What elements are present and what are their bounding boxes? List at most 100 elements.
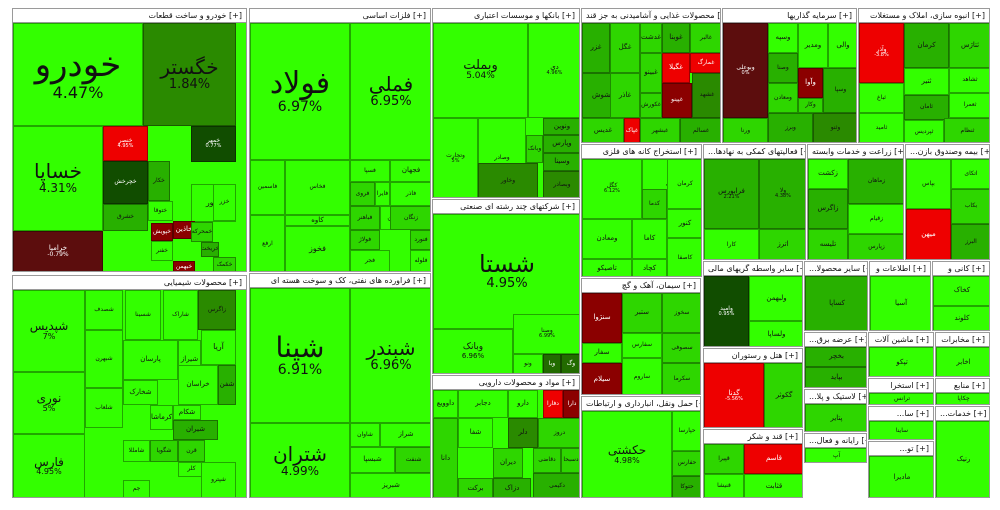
stock-tile[interactable]: اتکای (951, 159, 989, 189)
stock-tile[interactable]: کاصفا (667, 238, 701, 276)
stock-tile[interactable]: شگویا (150, 440, 178, 462)
stock-tile[interactable]: دیران (493, 448, 523, 478)
stock-tile[interactable]: دفارا (543, 390, 563, 418)
sector-header[interactable]: ...بیمه وصندوق بازن [+] (906, 145, 989, 159)
stock-tile[interactable]: شبریز (350, 473, 430, 497)
stock-tile[interactable]: خراسان (178, 365, 218, 405)
stock-tile[interactable]: وبوعلی 0% (723, 23, 768, 118)
stock-tile[interactable]: سکرما (662, 363, 700, 394)
stock-tile[interactable]: غاذر (610, 73, 640, 118)
stock-tile[interactable]: فجر (350, 250, 390, 271)
sector-header[interactable]: سرمایه گذاریها [+] (723, 9, 856, 23)
stock-tile[interactable]: فلوله (410, 250, 430, 271)
stock-tile[interactable]: غگیلا (662, 53, 690, 83)
stock-tile[interactable]: خکمک (213, 257, 236, 271)
stock-tile[interactable]: شخارک (123, 380, 158, 405)
stock-tile[interactable]: ورنا (723, 118, 768, 142)
stock-tile[interactable]: کاما (632, 219, 667, 259)
stock-tile[interactable]: زپارس (848, 234, 903, 259)
sector-header[interactable]: فلزات اساسی [+] (250, 9, 430, 23)
stock-tile[interactable]: ثپردیس (904, 120, 944, 142)
stock-tile[interactable]: بپاس (906, 159, 951, 209)
stock-tile[interactable]: قاسم (744, 444, 802, 474)
stock-tile[interactable]: فسپا (350, 160, 390, 182)
stock-tile[interactable]: فجهان (390, 160, 430, 182)
stock-tile[interactable]: شبهرن (85, 330, 123, 388)
stock-tile[interactable]: ولبهمن (749, 276, 802, 321)
stock-tile[interactable]: وسپا (823, 68, 856, 113)
stock-tile[interactable]: سیلام (582, 363, 622, 394)
stock-tile[interactable]: کارا (704, 229, 759, 259)
stock-tile[interactable]: پتایر (805, 404, 866, 431)
stock-tile[interactable]: نوری 5% (13, 372, 85, 434)
stock-tile[interactable]: غپینو (662, 83, 692, 118)
stock-tile[interactable]: خمحرکه (191, 222, 213, 242)
stock-tile[interactable]: ومعادن (582, 219, 632, 259)
stock-tile[interactable]: فروی (350, 182, 375, 206)
stock-tile[interactable]: وامید 0.95% (704, 276, 749, 346)
stock-tile[interactable]: شاوان (350, 423, 380, 447)
stock-tile[interactable]: شاراک (163, 290, 198, 340)
sector-header[interactable]: انبوه سازی، املاک و مستغلات [+] (859, 9, 989, 23)
stock-tile[interactable]: ثامان (904, 95, 949, 120)
stock-tile[interactable]: وبانک 6.96% (433, 329, 513, 373)
stock-tile[interactable]: حکشتی 4.98% (582, 411, 672, 497)
stock-tile[interactable]: قثابت (744, 474, 802, 497)
sector-header[interactable]: ...فعالیتهای کمکی به نهادها [+] (704, 145, 805, 159)
stock-tile[interactable]: ومعادن (768, 83, 798, 113)
stock-tile[interactable]: ساروم (622, 358, 662, 394)
sector-header[interactable]: قند و شکر [+] (704, 430, 802, 444)
stock-tile[interactable]: وبملت 5.04% (433, 23, 528, 118)
stock-tile[interactable]: تپکو (869, 347, 933, 376)
stock-tile[interactable]: فخوز (285, 226, 350, 271)
stock-tile[interactable]: غوبنا (662, 23, 690, 53)
stock-tile[interactable]: غسالم (680, 118, 720, 142)
stock-tile[interactable]: ثباغ (859, 83, 904, 113)
stock-tile[interactable]: فاسمین (250, 160, 285, 215)
sector-header[interactable]: مخابرات [+] (936, 333, 989, 347)
stock-tile[interactable]: غمارگ (690, 53, 720, 73)
stock-tile[interactable]: کگل 6.12% (582, 159, 642, 219)
stock-tile[interactable]: اترز (759, 229, 805, 259)
stock-tile[interactable]: خریخت (201, 242, 219, 257)
stock-tile[interactable]: فنورد (410, 230, 430, 250)
stock-tile[interactable]: کلوند (933, 306, 989, 330)
stock-tile[interactable]: ارفع (250, 215, 285, 271)
stock-tile[interactable]: وثنو (813, 113, 856, 142)
stock-tile[interactable]: زاگرس (198, 290, 236, 330)
sector-header[interactable]: محصولات غذایی و آشامیدنی به جز قند [+] (582, 9, 720, 23)
stock-tile[interactable]: غبینو (640, 53, 662, 93)
stock-tile[interactable]: گکوثر (764, 363, 802, 427)
stock-tile[interactable]: کرمان (904, 23, 949, 68)
stock-tile[interactable]: غالبر (690, 23, 720, 53)
stock-tile[interactable]: والی (828, 23, 856, 68)
stock-tile[interactable]: ثشاهد (949, 68, 989, 93)
stock-tile[interactable]: اخابر (936, 347, 989, 376)
sector-header[interactable]: هتل و رستوران [+] (704, 349, 802, 363)
stock-tile[interactable]: کخاک (933, 276, 989, 306)
stock-tile[interactable]: وسپه (768, 23, 798, 53)
stock-tile[interactable]: خپویش (151, 223, 173, 241)
stock-tile[interactable]: برکت (458, 478, 493, 497)
stock-tile[interactable]: آپ (805, 448, 866, 462)
sector-header[interactable]: حمل ونقل، انبارداری و ارتباطات [+] (582, 397, 700, 411)
stock-tile[interactable]: شپترو (201, 462, 236, 497)
stock-tile[interactable]: ثتیر (904, 68, 949, 95)
stock-tile[interactable]: آریا (201, 330, 236, 365)
stock-tile[interactable]: سفارس (622, 333, 662, 358)
stock-tile[interactable]: کرماشا (150, 405, 173, 430)
sector-header[interactable]: ماشین آلات [+] (869, 333, 933, 347)
sector-header[interactable]: ...رایانه و فعال [+] (805, 434, 866, 448)
stock-tile[interactable]: شفن (218, 365, 236, 405)
stock-tile[interactable]: وصنا (768, 53, 798, 83)
sector-header[interactable]: منابع [+] (936, 379, 989, 393)
stock-tile[interactable]: چکاپا (936, 393, 989, 404)
stock-tile[interactable]: رنیک (936, 421, 989, 497)
stock-tile[interactable]: ونو (513, 354, 543, 373)
stock-tile[interactable]: غگل (610, 23, 640, 73)
stock-tile[interactable]: خشرق (103, 204, 148, 231)
stock-tile[interactable]: پارسان (123, 340, 178, 380)
stock-tile[interactable]: ولا 4.38% (759, 159, 805, 229)
sector-header[interactable]: ...عرضه برق [+] (805, 333, 866, 347)
stock-tile[interactable]: خکار (148, 161, 170, 201)
